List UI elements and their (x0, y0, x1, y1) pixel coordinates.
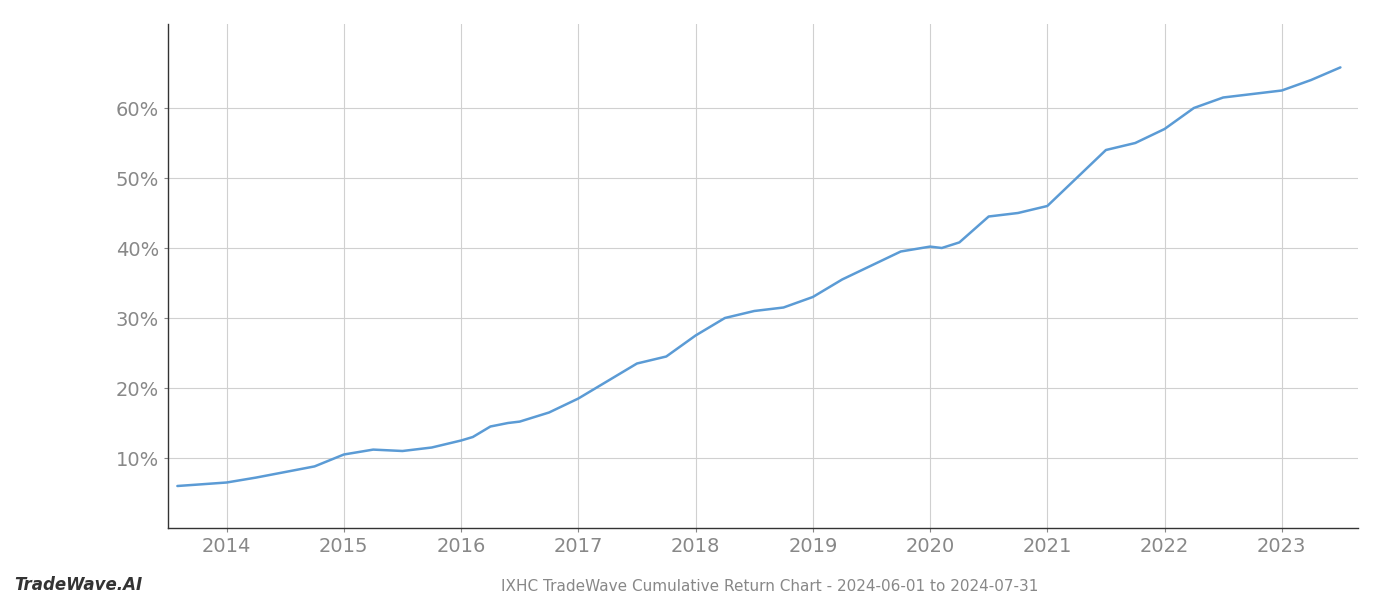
Text: TradeWave.AI: TradeWave.AI (14, 576, 143, 594)
Text: IXHC TradeWave Cumulative Return Chart - 2024-06-01 to 2024-07-31: IXHC TradeWave Cumulative Return Chart -… (501, 579, 1039, 594)
